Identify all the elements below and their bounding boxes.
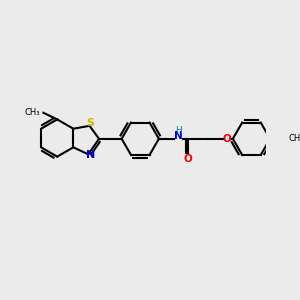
Text: N: N: [86, 150, 95, 160]
Text: O: O: [222, 134, 231, 144]
Text: O: O: [184, 154, 193, 164]
Text: H: H: [175, 126, 182, 135]
Text: S: S: [86, 118, 94, 128]
Text: CH₃: CH₃: [25, 108, 40, 117]
Text: CH₃: CH₃: [288, 134, 300, 143]
Text: N: N: [174, 130, 183, 141]
